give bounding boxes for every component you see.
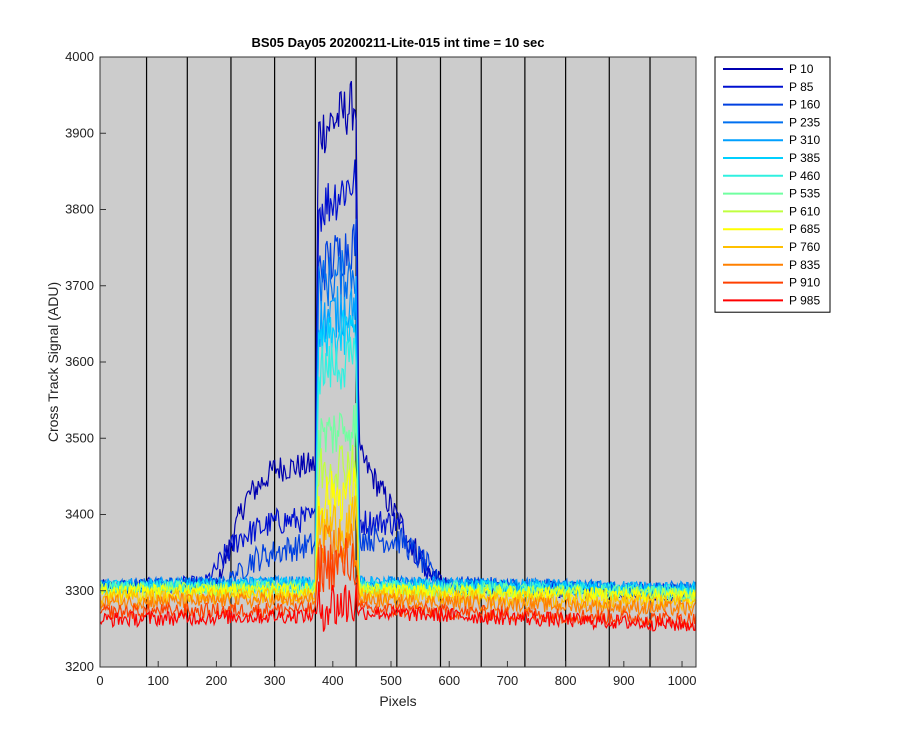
x-tick-label: 100 — [147, 673, 169, 688]
legend-label: P 10 — [789, 62, 814, 76]
legend-label: P 385 — [789, 151, 820, 165]
series-line-p-985 — [99, 581, 697, 632]
y-axis-label: Cross Track Signal (ADU) — [45, 282, 61, 442]
x-tick-label: 600 — [438, 673, 460, 688]
x-tick-label: 500 — [380, 673, 402, 688]
series-line-p-760 — [99, 495, 697, 612]
x-tick-label: 400 — [322, 673, 344, 688]
x-axis-label: Pixels — [379, 693, 416, 709]
legend: P 10 P 85 P 160 P 235 P 310 P 385 P 460 P 535 P … — [714, 56, 831, 313]
x-tick-label: 0 — [96, 673, 103, 688]
plot-area — [100, 57, 696, 667]
legend-label: P 85 — [789, 80, 814, 94]
x-tick-label: 700 — [497, 673, 519, 688]
legend-label: P 910 — [789, 276, 820, 290]
y-tick-label: 3200 — [65, 659, 94, 674]
y-tick-label: 4000 — [65, 49, 94, 64]
legend-label: P 985 — [789, 293, 820, 307]
x-tick-label: 1000 — [668, 673, 697, 688]
legend-label: P 310 — [789, 133, 820, 147]
y-tick-label: 3900 — [65, 125, 94, 140]
legend-label: P 460 — [789, 169, 820, 183]
legend-label: P 535 — [789, 187, 820, 201]
legend-label: P 760 — [789, 240, 820, 254]
x-tick-label: 300 — [264, 673, 286, 688]
x-tick-label: 900 — [613, 673, 635, 688]
chart-title: BS05 Day05 20200211-Lite-015 int time = … — [251, 35, 544, 50]
x-tick-label: 800 — [555, 673, 577, 688]
legend-label: P 235 — [789, 115, 820, 129]
y-tick-label: 3600 — [65, 354, 94, 369]
y-tick-label: 3700 — [65, 278, 94, 293]
series-line-p-685 — [99, 467, 697, 606]
x-axis: 0 100 200 300 400 500 600 700 800 900 1000 — [96, 661, 696, 688]
x-tick-label: 200 — [206, 673, 228, 688]
legend-label: P 160 — [789, 98, 820, 112]
series-line-p-835 — [99, 523, 697, 617]
y-tick-label: 3800 — [65, 202, 94, 217]
y-tick-label: 3500 — [65, 430, 94, 445]
legend-label: P 610 — [789, 204, 820, 218]
y-tick-label: 3300 — [65, 583, 94, 598]
y-tick-label: 3400 — [65, 507, 94, 522]
y-axis: 3200 3300 3400 3500 3600 3700 3800 3900 4000 — [65, 49, 106, 674]
legend-label: P 685 — [789, 222, 820, 236]
legend-box — [714, 56, 831, 313]
legend-label: P 835 — [789, 258, 820, 272]
series-layer — [99, 80, 697, 632]
